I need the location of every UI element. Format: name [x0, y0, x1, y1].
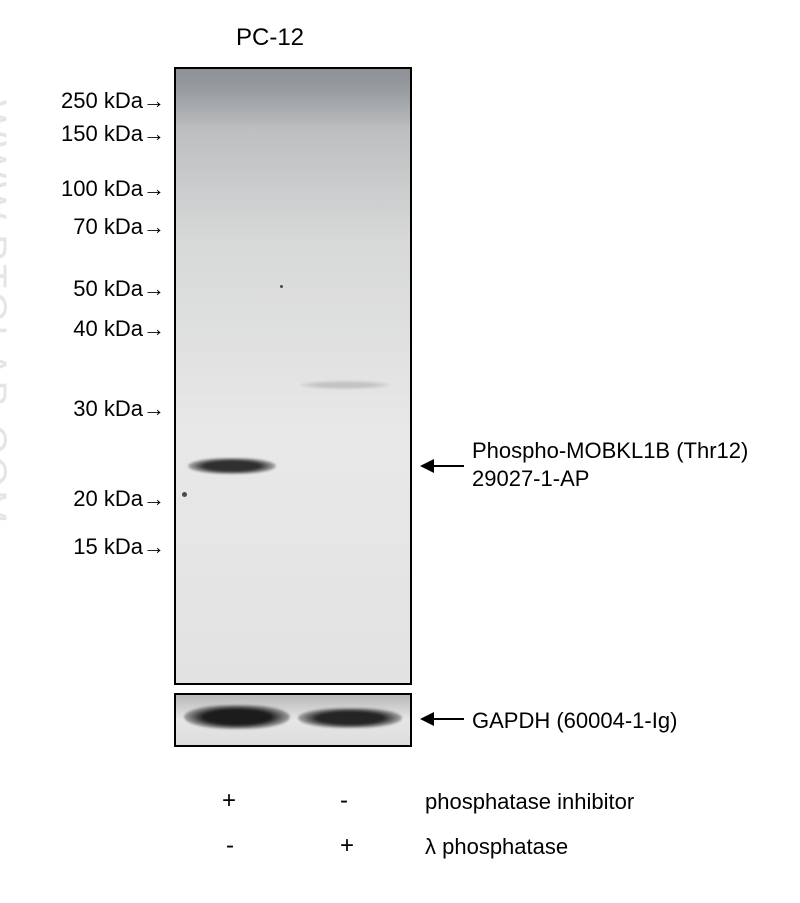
western-blot-figure: WWW.PTGLAB.COM PC-12 250 kDa→ 150 kDa→ 100… [0, 0, 800, 903]
blot-speck [280, 285, 283, 288]
annotation-phospho-line1: Phospho-MOBKL1B (Thr12) [472, 438, 748, 464]
blot-speck [182, 492, 187, 497]
band-gapdh-lane1 [184, 705, 290, 729]
mw-label: 250 kDa→ [61, 88, 165, 114]
treatment-label: phosphatase inhibitor [425, 789, 634, 815]
sample-label: PC-12 [236, 24, 304, 52]
annotation-gapdh: GAPDH (60004-1-Ig) [472, 708, 677, 734]
band-gapdh-lane2 [298, 708, 402, 728]
mw-label: 70 kDa→ [73, 214, 165, 240]
blot-panel-main [174, 67, 412, 685]
watermark-text: WWW.PTGLAB.COM [0, 100, 14, 526]
mw-label: 40 kDa→ [73, 316, 165, 342]
annotation-phospho-line2: 29027-1-AP [472, 466, 589, 492]
blot-top-gradient [176, 69, 410, 129]
treatment-lane1-symbol: - [226, 832, 234, 860]
mw-label: 150 kDa→ [61, 121, 165, 147]
mw-label: 100 kDa→ [61, 176, 165, 202]
band-phospho-lane1 [188, 458, 276, 474]
mw-label: 15 kDa→ [73, 534, 165, 560]
mw-label: 20 kDa→ [73, 486, 165, 512]
treatment-lane1-symbol: + [222, 787, 236, 815]
treatment-label: λ phosphatase [425, 834, 568, 860]
mw-label: 50 kDa→ [73, 276, 165, 302]
treatment-lane2-symbol: - [340, 787, 348, 815]
band-faint-0 [300, 381, 390, 389]
mw-label: 30 kDa→ [73, 396, 165, 422]
treatment-lane2-symbol: + [340, 832, 354, 860]
